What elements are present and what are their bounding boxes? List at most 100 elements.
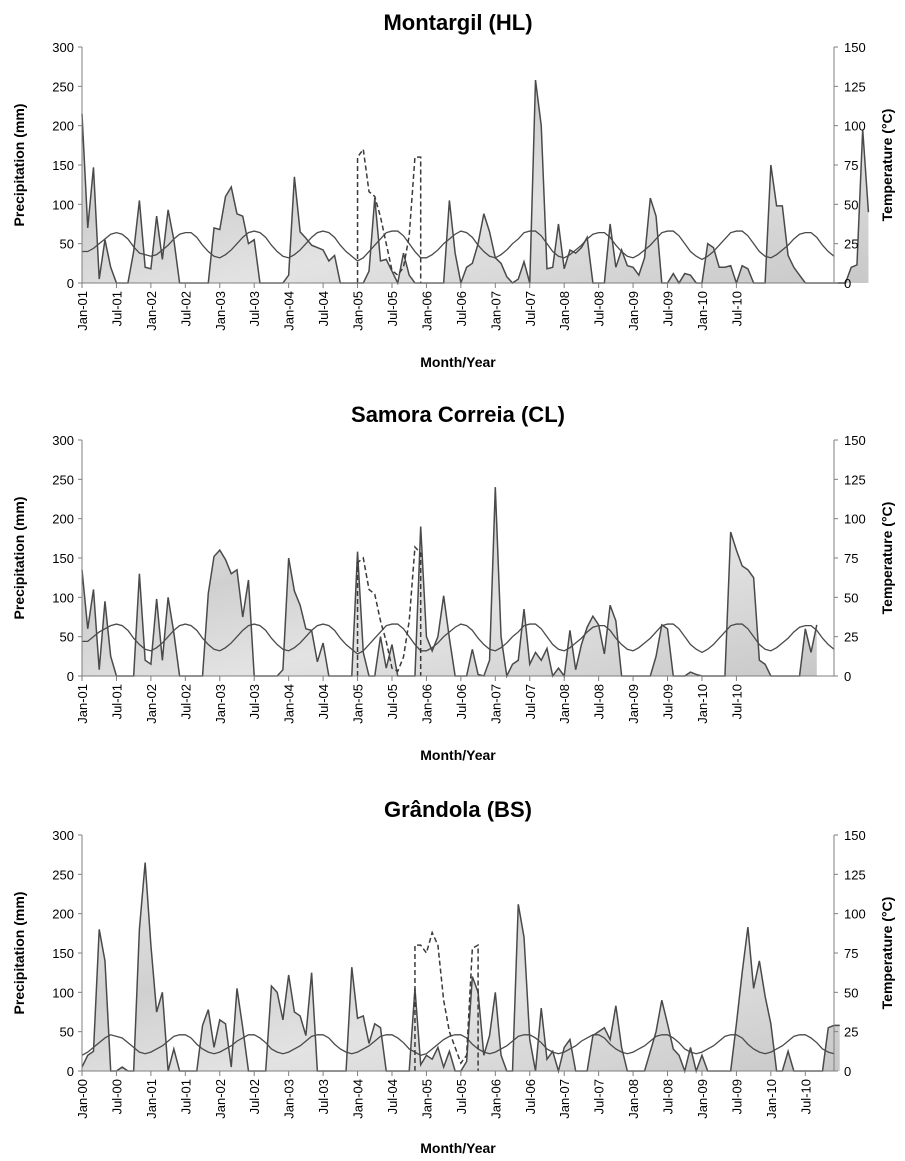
y-tick-label: 100 xyxy=(52,590,74,605)
x-tick-label: Jul-08 xyxy=(592,684,607,719)
y2-tick-label: 150 xyxy=(844,433,866,448)
y2-tick-label: 0 xyxy=(844,276,851,291)
dashed-series-line xyxy=(356,545,422,676)
y-tick-label: 100 xyxy=(52,197,74,212)
x-tick-label: Jul-09 xyxy=(661,291,676,326)
x-tick-label: Jul-10 xyxy=(729,684,744,719)
y-tick-label: 300 xyxy=(52,40,74,55)
y2-tick-label: 100 xyxy=(844,512,866,527)
x-tick-label: Jan-06 xyxy=(419,291,434,331)
x-tick-label: Jul-05 xyxy=(385,291,400,326)
precipitation-area xyxy=(82,487,817,676)
y-tick-label: 150 xyxy=(52,946,74,961)
x-tick-label: Jan-01 xyxy=(75,291,90,331)
y-tick-label: 150 xyxy=(52,551,74,566)
x-axis-title: Month/Year xyxy=(420,1140,496,1156)
chart-title: Samora Correia (CL) xyxy=(351,402,565,427)
y-axis-title: Precipitation (mm) xyxy=(11,497,27,620)
x-tick-label: Jul-04 xyxy=(316,684,331,719)
y2-tick-label: 75 xyxy=(844,551,858,566)
y2-tick-label: 75 xyxy=(844,158,858,173)
chart-panel-grandola: Grândola (BS) 0 50 100 150 200 250 300 0 25 50 75 10… xyxy=(11,797,895,1156)
x-tick-label: Jul-03 xyxy=(247,291,262,326)
y-tick-label: 50 xyxy=(60,1025,74,1040)
x-tick-label: Jan-01 xyxy=(75,684,90,724)
precipitation-series-line xyxy=(81,487,818,679)
x-tick-label: Jan-09 xyxy=(695,1079,710,1119)
x-tick-label: Jul-04 xyxy=(316,291,331,326)
precipitation-area xyxy=(82,80,869,283)
y-tick-label: 250 xyxy=(52,867,74,882)
y-tick-label: 0 xyxy=(67,1064,74,1079)
chart-panel-montargil: Montargil (HL) 0 50 100 150 200 250 300 0 25 50 75 1… xyxy=(11,10,895,370)
chart-title: Grândola (BS) xyxy=(384,797,532,822)
x-tick-label: Jan-05 xyxy=(351,291,366,331)
temperature-series-line xyxy=(82,623,835,655)
x-tick-label: Jul-06 xyxy=(454,684,469,719)
x-tick-label: Jul-10 xyxy=(729,291,744,326)
x-tick-label: Jul-00 xyxy=(109,1079,124,1114)
x-tick-label: Jan-07 xyxy=(488,684,503,724)
x-tick-label: Jan-08 xyxy=(557,684,572,724)
x-tick-label: Jan-08 xyxy=(557,291,572,331)
precipitation-area xyxy=(82,862,840,1071)
x-tick-label: Jan-06 xyxy=(419,684,434,724)
y2-axis-title: Temperature (°C) xyxy=(879,502,895,615)
y2-tick-label: 125 xyxy=(844,79,866,94)
y2-tick-label: 150 xyxy=(844,40,866,55)
y2-tick-label: 50 xyxy=(844,985,858,1000)
x-axis-title: Month/Year xyxy=(420,747,496,763)
x-tick-label: Jan-04 xyxy=(282,684,297,724)
y-axis-title: Precipitation (mm) xyxy=(11,892,27,1015)
x-tick-label: Jul-09 xyxy=(661,684,676,719)
x-tick-label: Jul-08 xyxy=(592,291,607,326)
y2-tick-label: 100 xyxy=(844,907,866,922)
x-tick-label: Jul-01 xyxy=(109,684,124,719)
x-tick-label: Jan-07 xyxy=(557,1079,572,1119)
x-tick-label: Jan-02 xyxy=(144,684,159,724)
x-tick-label: Jan-07 xyxy=(488,291,503,331)
x-tick-label: Jan-04 xyxy=(351,1079,366,1119)
y2-tick-label: 25 xyxy=(844,237,858,252)
x-tick-label: Jan-03 xyxy=(213,291,228,331)
y-tick-label: 50 xyxy=(60,237,74,252)
y-tick-label: 300 xyxy=(52,433,74,448)
y2-tick-label: 50 xyxy=(844,197,858,212)
x-tick-label: Jul-06 xyxy=(523,1079,538,1114)
temperature-series-line xyxy=(82,230,835,262)
precipitation-series-line xyxy=(81,79,870,286)
x-tick-label: Jan-03 xyxy=(213,684,228,724)
chart-panel-samora: Samora Correia (CL) 0 50 100 150 200 250 300 0 25… xyxy=(11,402,895,763)
y2-tick-label: 75 xyxy=(844,946,858,961)
x-tick-label: Jul-07 xyxy=(592,1079,607,1114)
x-tick-label: Jan-00 xyxy=(75,1079,90,1119)
x-tick-label: Jul-01 xyxy=(109,291,124,326)
x-tick-label: Jul-02 xyxy=(247,1079,262,1114)
x-axis-title: Month/Year xyxy=(420,354,496,370)
x-tick-label: Jul-07 xyxy=(523,291,538,326)
x-tick-label: Jan-10 xyxy=(695,684,710,724)
y2-tick-label: 100 xyxy=(844,119,866,134)
dashed-series-line xyxy=(414,930,479,1071)
y-tick-label: 200 xyxy=(52,907,74,922)
x-tick-label: Jul-05 xyxy=(385,684,400,719)
temperature-series-line xyxy=(81,1034,835,1056)
x-tick-label: Jul-07 xyxy=(523,684,538,719)
x-tick-label: Jan-05 xyxy=(419,1079,434,1119)
y2-axis-title: Temperature (°C) xyxy=(879,109,895,222)
y-tick-label: 200 xyxy=(52,119,74,134)
x-tick-label: Jul-04 xyxy=(385,1079,400,1114)
chart-title: Montargil (HL) xyxy=(383,10,532,35)
precipitation-series-line xyxy=(81,862,840,1074)
x-tick-label: Jan-02 xyxy=(213,1079,228,1119)
x-tick-label: Jan-06 xyxy=(488,1079,503,1119)
x-tick-label: Jul-06 xyxy=(454,291,469,326)
y2-tick-label: 0 xyxy=(844,669,851,684)
x-tick-label: Jan-09 xyxy=(626,684,641,724)
x-tick-label: Jul-03 xyxy=(316,1079,331,1114)
x-tick-label: Jul-03 xyxy=(247,684,262,719)
x-tick-label: Jan-04 xyxy=(282,291,297,331)
x-tick-label: Jan-09 xyxy=(626,291,641,331)
y-tick-label: 50 xyxy=(60,630,74,645)
